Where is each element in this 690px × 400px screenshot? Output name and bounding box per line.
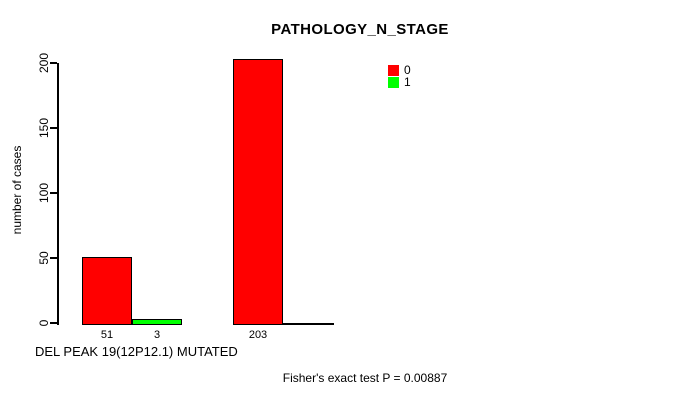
chart-title: PATHOLOGY_N_STAGE xyxy=(271,21,449,38)
x-axis-label: DEL PEAK 19(12P12.1) MUTATED xyxy=(35,344,238,359)
y-axis-tick xyxy=(50,257,57,259)
bar-series1-group1 xyxy=(132,319,182,325)
bar-value-label: 51 xyxy=(100,329,114,341)
legend-item-1: 1 xyxy=(388,76,411,88)
y-tick-label: 100 xyxy=(37,182,51,204)
fisher-test-annotation: Fisher's exact test P = 0.00887 xyxy=(282,371,448,385)
y-tick-label: 150 xyxy=(37,117,51,139)
y-tick-label: 50 xyxy=(37,251,51,265)
y-axis-tick xyxy=(50,322,57,324)
legend-label: 1 xyxy=(404,74,411,89)
y-tick-label: 200 xyxy=(37,52,51,74)
bar-value-label: 3 xyxy=(153,329,161,341)
y-axis-tick xyxy=(50,62,57,64)
bar-series0-group2 xyxy=(233,59,283,325)
zero-bar-baseline xyxy=(283,323,334,325)
y-axis-line xyxy=(57,63,59,325)
bar-series0-group1 xyxy=(82,257,132,325)
y-tick-label: 0 xyxy=(37,319,51,327)
legend-swatch-icon xyxy=(388,76,399,88)
bar-value-label: 203 xyxy=(248,329,268,341)
legend-swatch-icon xyxy=(388,64,399,76)
y-axis-tick xyxy=(50,192,57,194)
y-axis-tick xyxy=(50,127,57,129)
legend-item-0: 0 xyxy=(388,64,411,76)
legend-label: 0 xyxy=(404,62,411,77)
